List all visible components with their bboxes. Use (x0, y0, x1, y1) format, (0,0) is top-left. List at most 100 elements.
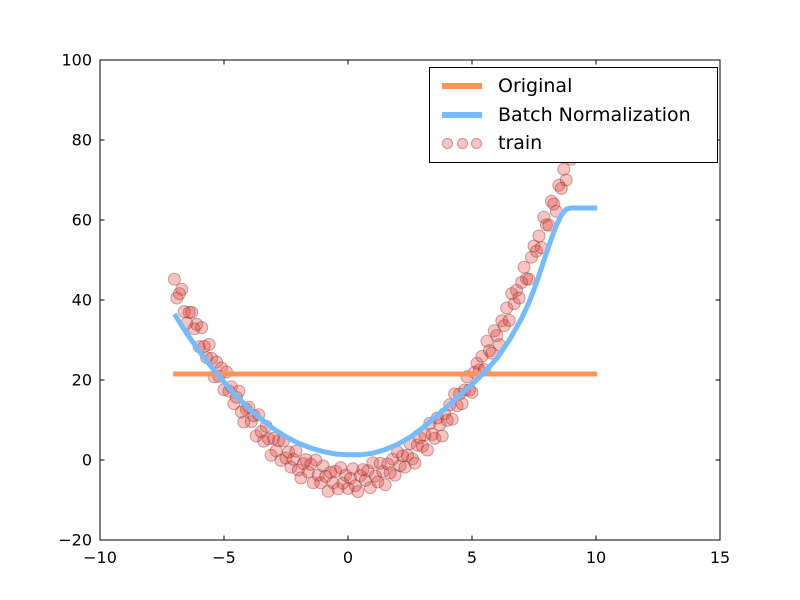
y-axis-tick-label: −20 (58, 531, 92, 550)
scatter-point (249, 429, 263, 443)
legend-entry-batch-normalization: Batch Normalization (442, 101, 707, 130)
scatter-point (316, 459, 330, 473)
scatter-point (532, 229, 546, 243)
scatter-point (299, 453, 313, 467)
scatter-point (331, 482, 345, 496)
scatter-point (358, 473, 372, 487)
scatter-point (182, 305, 196, 319)
y-axis-tick-label: 60 (72, 211, 92, 230)
scatter-point (381, 457, 395, 471)
scatter-point (522, 272, 536, 286)
scatter-point (363, 481, 377, 495)
scatter-point (234, 405, 248, 419)
scatter-point (415, 439, 429, 453)
scatter-point (202, 337, 216, 351)
scatter-point (195, 321, 209, 335)
legend-label-original: Original (498, 74, 573, 97)
scatter-point (505, 287, 519, 301)
x-axis-tick-label: −5 (212, 548, 236, 567)
x-axis-tick-label: −10 (83, 548, 117, 567)
scatter-point (329, 464, 343, 478)
scatter-point (525, 250, 538, 264)
scatter-point (282, 445, 295, 459)
scatter-point (284, 460, 298, 474)
scatter-point (334, 461, 348, 475)
scatter-point (386, 452, 400, 466)
scatter-point (172, 287, 186, 301)
scatter-point (314, 476, 328, 490)
scatter-point (306, 476, 320, 490)
scatter-point (187, 322, 201, 336)
scatter-point (356, 463, 370, 477)
scatter-point (425, 427, 439, 441)
scatter-point (547, 197, 561, 211)
scatter-point (286, 452, 300, 466)
scatter-point (371, 475, 385, 489)
scatter-point (324, 465, 338, 479)
scatter-point (482, 344, 496, 358)
scatter-point (321, 484, 335, 498)
scatter-point (279, 451, 293, 465)
scatter-point (410, 438, 424, 452)
train-marker-swatch (442, 138, 482, 150)
original-line-swatch (442, 83, 482, 90)
scatter-point (510, 283, 524, 297)
scatter-point (167, 272, 181, 286)
legend-entry-train: train (442, 129, 707, 158)
scatter-point (537, 210, 551, 224)
scatter-point (470, 356, 484, 370)
scatter-point (495, 314, 509, 328)
scatter-point (254, 425, 268, 439)
scatter-point (376, 465, 390, 479)
scatter-point (353, 469, 367, 483)
scatter-point (291, 463, 305, 477)
scatter-point (378, 478, 392, 492)
scatter-point (490, 329, 504, 343)
scatter-point (539, 218, 553, 232)
legend-label-batch-normalization: Batch Normalization (498, 103, 691, 126)
scatter-point (326, 476, 340, 490)
scatter-point (420, 443, 434, 457)
scatter-point (517, 260, 531, 274)
scatter-point (348, 479, 362, 493)
scatter-point (398, 460, 412, 474)
scatter-point (336, 476, 350, 490)
scatter-point (552, 178, 566, 192)
scatter-point (512, 291, 526, 305)
x-axis-tick-label: 0 (343, 548, 353, 567)
scatter-point (237, 415, 251, 429)
scatter-point (262, 432, 276, 446)
scatter-point (383, 466, 397, 480)
scatter-point (339, 468, 352, 482)
scatter-point (227, 397, 241, 411)
scatter-point (530, 244, 543, 258)
train-dot-icon (471, 138, 482, 150)
scatter-point (428, 431, 442, 445)
scatter-point (304, 457, 318, 471)
scatter-point (388, 468, 402, 482)
scatter-point (267, 431, 281, 445)
scatter-point (500, 301, 514, 315)
y-axis-tick-label: 20 (72, 371, 92, 390)
scatter-point (435, 429, 449, 443)
scatter-point (507, 297, 521, 311)
y-axis-tick-label: 40 (72, 291, 92, 310)
x-axis-tick-label: 10 (586, 548, 606, 567)
scatter-point (269, 444, 283, 458)
scatter-point (341, 481, 355, 495)
scatter-point (408, 456, 422, 470)
scatter-point (274, 453, 288, 467)
scatter-point (244, 415, 258, 429)
scatter-point (393, 459, 407, 473)
scatter-point (475, 349, 489, 363)
legend-entry-original: Original (442, 72, 707, 101)
scatter-point (554, 181, 568, 195)
scatter-point (527, 239, 541, 253)
scatter-point (319, 469, 333, 483)
scatter-point (557, 162, 571, 176)
scatter-point (487, 324, 501, 338)
scatter-point (515, 275, 529, 289)
scatter-point (289, 444, 303, 458)
scatter-point (296, 457, 310, 471)
